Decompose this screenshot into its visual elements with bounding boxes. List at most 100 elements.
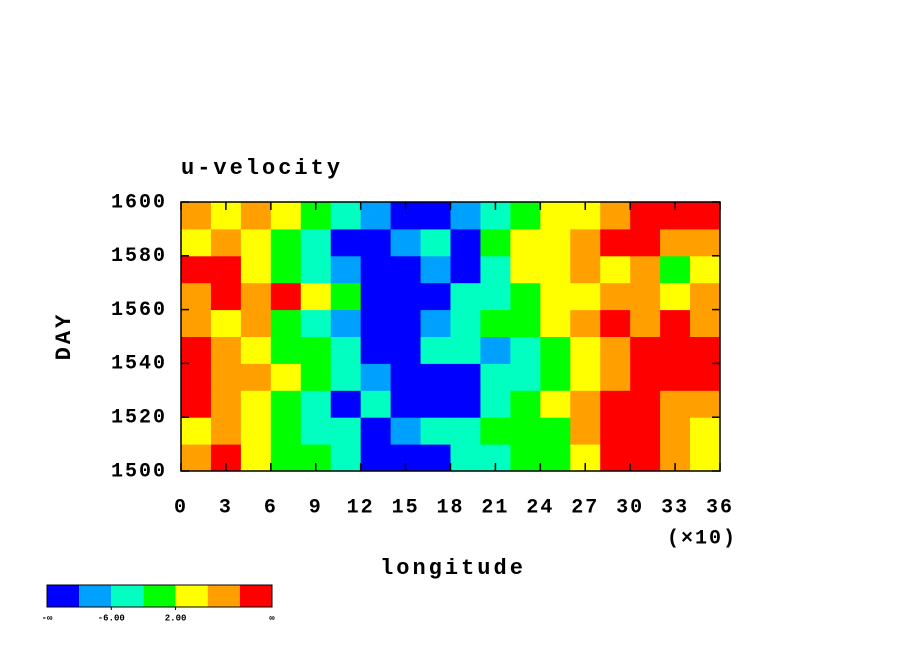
- heat-cell: [360, 363, 392, 391]
- heat-cell: [510, 309, 541, 337]
- heat-cell: [270, 255, 302, 284]
- heat-cell: [630, 309, 661, 337]
- heat-cell: [270, 363, 302, 391]
- y-tick-label: 1540: [111, 353, 167, 376]
- heat-cell: [270, 309, 302, 337]
- heat-cell: [570, 363, 601, 391]
- heat-cell: [510, 417, 541, 445]
- x-tick-label: 18: [436, 496, 464, 519]
- heat-cell: [300, 336, 332, 364]
- heat-cell: [450, 363, 481, 391]
- heat-cell: [630, 336, 661, 364]
- heat-cell: [330, 228, 362, 257]
- heat-cell: [330, 202, 362, 230]
- x-tick-label: 33: [661, 496, 689, 519]
- heat-cell: [600, 228, 631, 257]
- heat-cell: [300, 309, 332, 337]
- heat-cell: [181, 255, 212, 284]
- heat-cell: [181, 202, 212, 230]
- heat-cell: [540, 336, 571, 364]
- heat-cell: [450, 336, 481, 364]
- heat-cell: [360, 228, 392, 257]
- x-tick-label: 0: [174, 496, 188, 519]
- heat-cell: [630, 202, 661, 230]
- heat-cell: [630, 255, 661, 284]
- x-tick-label: 9: [309, 496, 323, 519]
- heat-cell: [540, 444, 571, 472]
- chart-title: u-velocity: [181, 156, 343, 181]
- heat-cell: [570, 309, 601, 337]
- heat-cell: [390, 336, 422, 364]
- heat-cell: [270, 390, 302, 418]
- heat-cell: [270, 417, 302, 445]
- heat-cell: [630, 282, 661, 311]
- heat-cell: [330, 336, 362, 364]
- heat-cell: [330, 309, 362, 337]
- heat-cell: [210, 255, 242, 284]
- heat-cell: [420, 255, 451, 284]
- heat-cell: [570, 336, 601, 364]
- heat-cell: [540, 255, 571, 284]
- heat-cell: [480, 336, 511, 364]
- heat-cell: [390, 417, 422, 445]
- colorbar-swatch: [111, 585, 144, 607]
- heat-cell: [660, 336, 691, 364]
- heat-cell: [630, 363, 661, 391]
- colorbar-swatch: [207, 585, 240, 607]
- heat-cell: [240, 202, 272, 230]
- heat-cell: [360, 282, 392, 311]
- heat-cell: [360, 336, 392, 364]
- x-tick-label: 36: [706, 496, 734, 519]
- heat-cell: [510, 255, 541, 284]
- heat-cell: [690, 336, 721, 364]
- heat-cell: [300, 228, 332, 257]
- heat-cell: [181, 282, 212, 311]
- heat-cell: [480, 363, 511, 391]
- heat-cell: [600, 444, 631, 472]
- heat-cell: [181, 309, 212, 337]
- heat-cell: [450, 202, 481, 230]
- heat-cell: [690, 282, 721, 311]
- heat-cell: [181, 363, 212, 391]
- heat-cell: [600, 309, 631, 337]
- heat-cell: [390, 282, 422, 311]
- heat-cell: [480, 228, 511, 257]
- heat-cell: [360, 417, 392, 445]
- heat-cell: [540, 309, 571, 337]
- y-tick-label: 1600: [111, 191, 167, 214]
- x-tick-label: 3: [219, 496, 233, 519]
- heat-cell: [690, 444, 721, 472]
- heat-cell: [300, 282, 332, 311]
- heat-cell: [660, 309, 691, 337]
- heat-cell: [181, 444, 212, 472]
- heat-cell: [540, 390, 571, 418]
- y-tick-label: 1500: [111, 460, 167, 483]
- colorbar-swatch: [79, 585, 112, 607]
- heat-cell: [630, 417, 661, 445]
- heat-cell: [181, 336, 212, 364]
- heat-cell: [420, 282, 451, 311]
- heat-cell: [330, 417, 362, 445]
- heat-cell: [600, 336, 631, 364]
- heat-cell: [480, 255, 511, 284]
- heat-cell: [210, 228, 242, 257]
- heat-cell: [660, 390, 691, 418]
- colorbar-swatch: [239, 585, 272, 607]
- heat-cell: [660, 282, 691, 311]
- heat-cell: [570, 417, 601, 445]
- heat-cell: [480, 282, 511, 311]
- heat-cell: [390, 309, 422, 337]
- heat-cell: [690, 363, 721, 391]
- heat-cell: [600, 363, 631, 391]
- heat-cell: [360, 390, 392, 418]
- heat-cell: [660, 228, 691, 257]
- colorbar-swatch: [175, 585, 208, 607]
- heat-cell: [660, 255, 691, 284]
- heat-cell: [210, 417, 242, 445]
- heat-cell: [540, 363, 571, 391]
- x-tick-label: 12: [347, 496, 375, 519]
- heat-cell: [630, 390, 661, 418]
- heat-cell: [600, 255, 631, 284]
- heat-cell: [660, 417, 691, 445]
- heat-cell: [420, 202, 451, 230]
